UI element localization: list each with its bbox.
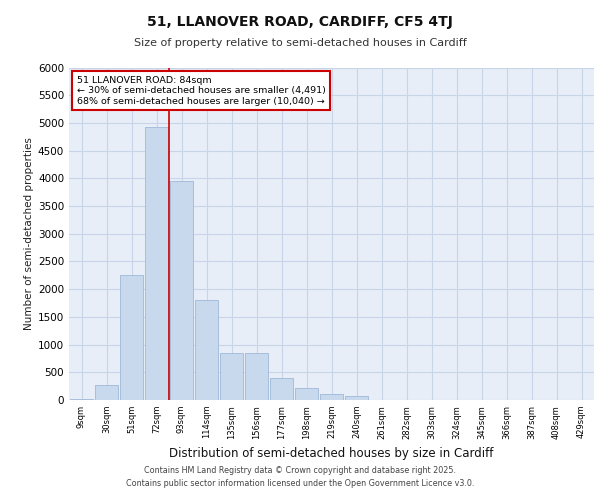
Bar [344,396,368,400]
Bar [320,394,343,400]
Bar [194,300,218,400]
Bar [295,388,319,400]
Text: 51, LLANOVER ROAD, CARDIFF, CF5 4TJ: 51, LLANOVER ROAD, CARDIFF, CF5 4TJ [147,15,453,29]
Bar [220,354,244,400]
Bar [95,385,118,400]
Text: Size of property relative to semi-detached houses in Cardiff: Size of property relative to semi-detach… [134,38,466,48]
X-axis label: Distribution of semi-detached houses by size in Cardiff: Distribution of semi-detached houses by … [169,447,494,460]
Bar [170,181,193,400]
Text: Contains HM Land Registry data © Crown copyright and database right 2025.
Contai: Contains HM Land Registry data © Crown c… [126,466,474,487]
Bar [269,378,293,400]
Y-axis label: Number of semi-detached properties: Number of semi-detached properties [24,138,34,330]
Bar [245,354,268,400]
Bar [119,276,143,400]
Bar [145,128,169,400]
Bar [70,399,94,400]
Text: 51 LLANOVER ROAD: 84sqm
← 30% of semi-detached houses are smaller (4,491)
68% of: 51 LLANOVER ROAD: 84sqm ← 30% of semi-de… [77,76,326,106]
